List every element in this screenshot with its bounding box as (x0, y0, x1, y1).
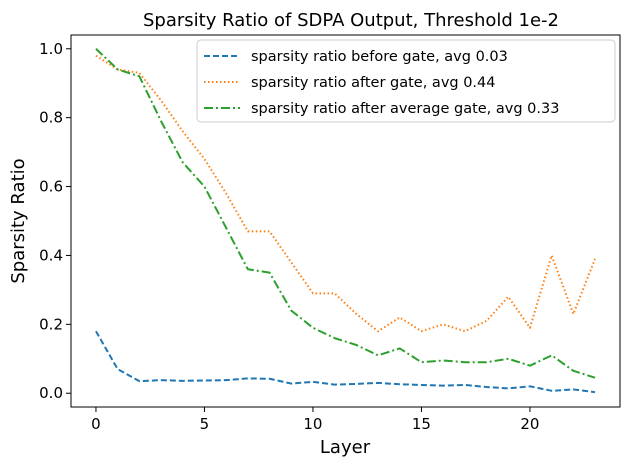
y-axis-label: Sparsity Ratio (8, 158, 29, 283)
legend: sparsity ratio before gate, avg 0.03 spar… (196, 39, 616, 123)
legend-label-1: sparsity ratio after gate, avg 0.44 (251, 75, 496, 91)
series-line-1 (95, 54, 596, 333)
axis-layer: 0 5 10 15 20 0.0 0.2 0.4 0.6 0.8 1.0 (39, 40, 539, 433)
y-tick-label: 0.0 (39, 384, 63, 402)
x-tick-label: 20 (520, 415, 539, 433)
plot-frame (70, 34, 621, 408)
series-line-0 (95, 330, 596, 394)
y-tick-label: 0.8 (39, 109, 63, 127)
chart-title: Sparsity Ratio of SDPA Output, Threshold… (143, 10, 559, 31)
x-tick-label: 5 (200, 415, 210, 433)
legend-label-2: sparsity ratio after average gate, avg 0… (251, 101, 559, 117)
legend-box (196, 39, 616, 123)
y-tick-label: 0.4 (39, 246, 63, 264)
y-tick-label: 0.6 (39, 178, 63, 196)
legend-label-0: sparsity ratio before gate, avg 0.03 (251, 49, 508, 65)
y-tick-label: 0.2 (39, 315, 63, 333)
x-axis-label: Layer (320, 437, 371, 458)
x-tick-label: 15 (412, 415, 431, 433)
y-tick-label: 1.0 (39, 40, 63, 58)
x-tick-label: 10 (303, 415, 322, 433)
plot-layer (95, 48, 596, 394)
x-tick-label: 0 (91, 415, 101, 433)
series-line-2 (95, 48, 596, 379)
